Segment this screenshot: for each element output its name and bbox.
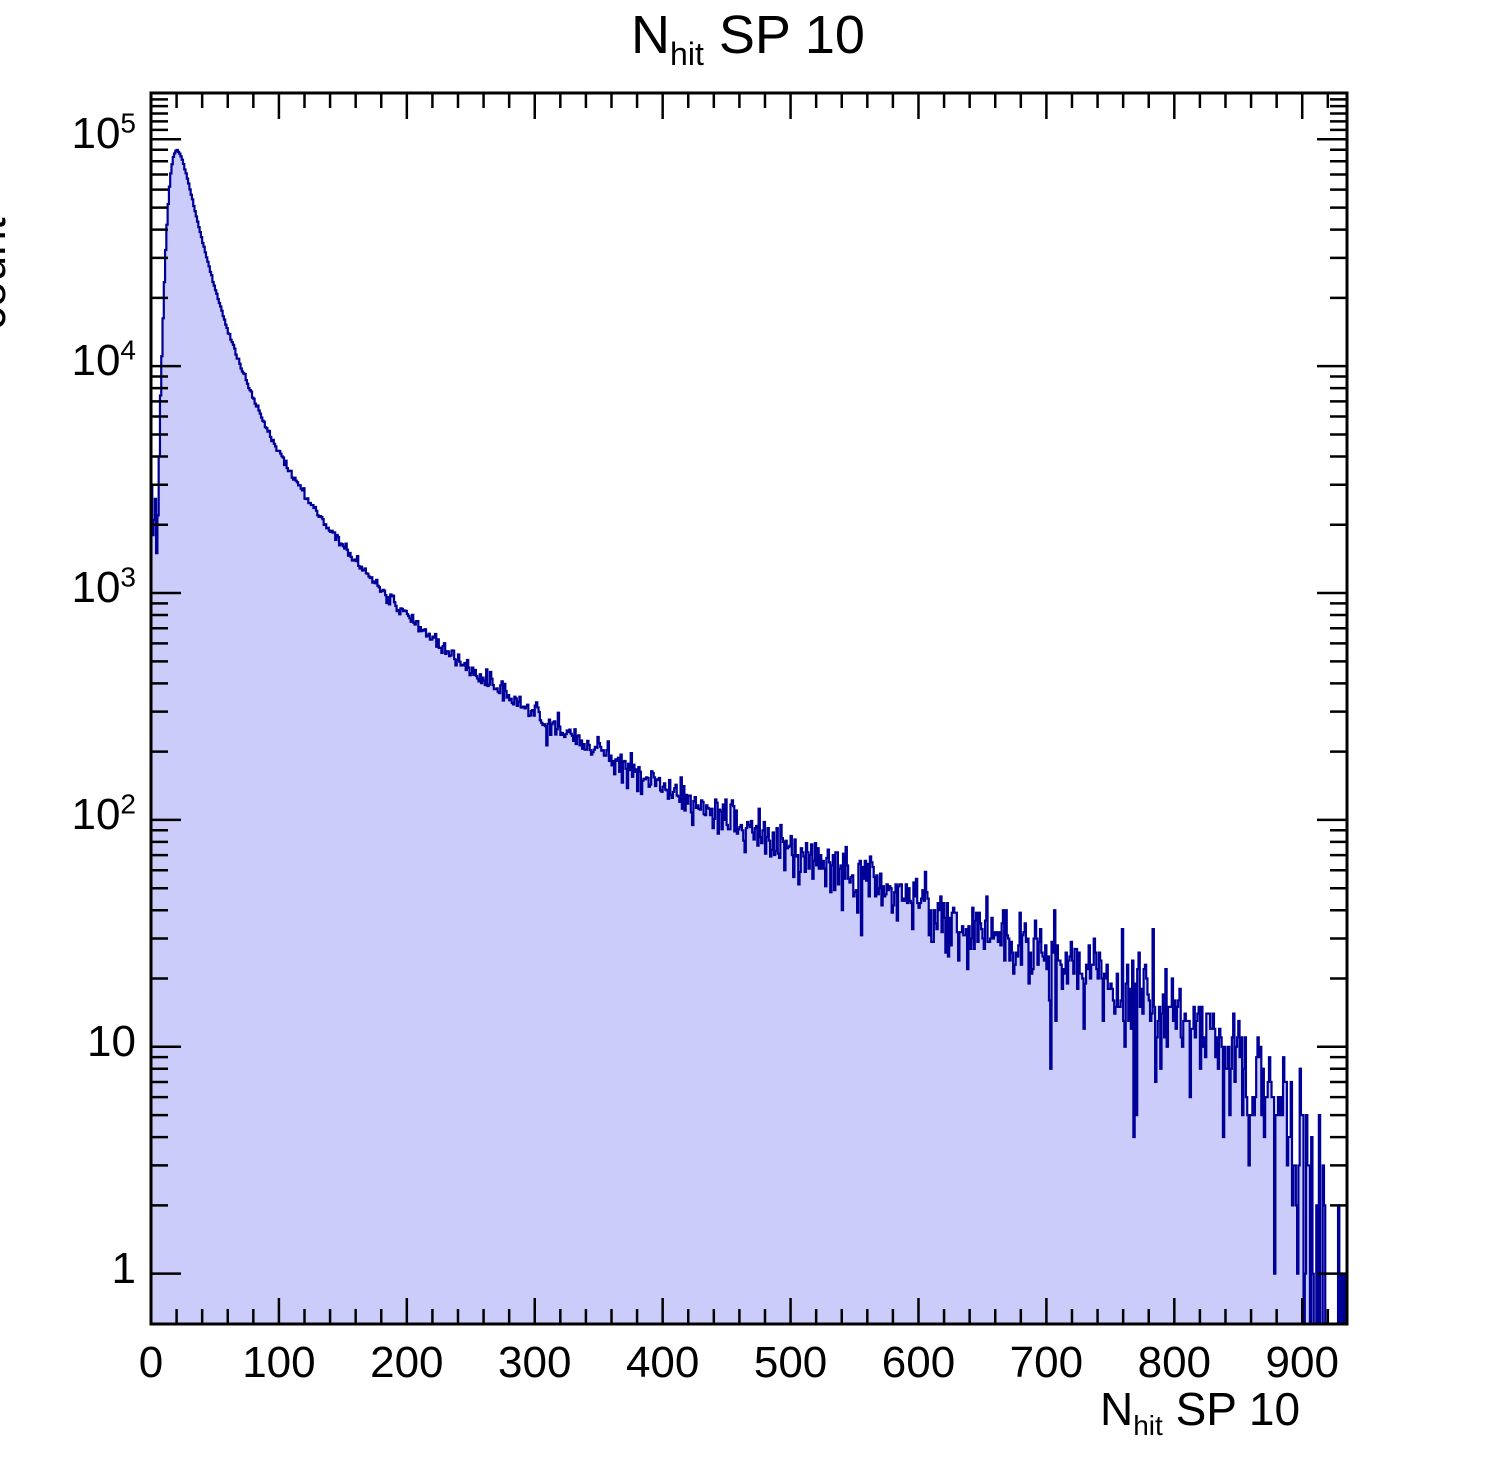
y-tick-label: 1	[111, 1243, 136, 1293]
page-title: Nhit SP 10	[0, 5, 1496, 70]
x-title-subscript: hit	[1133, 1410, 1163, 1442]
x-tick-label: 400	[625, 1338, 700, 1387]
axis-ticks	[149, 93, 1347, 1324]
y-tick-exponent: 3	[120, 561, 136, 593]
y-tick-mantissa: 10	[71, 563, 121, 613]
x-title-suffix: SP 10	[1162, 1383, 1301, 1435]
x-tick-label: 600	[881, 1338, 956, 1387]
y-tick-mantissa: 10	[71, 789, 121, 839]
title-prefix: N	[631, 5, 671, 65]
x-tick-label: 100	[242, 1338, 316, 1387]
y-tick-exponent: 2	[120, 788, 136, 820]
histogram-series	[149, 148, 1347, 1326]
title-suffix: SP 10	[703, 5, 865, 65]
histogram-outline	[149, 148, 1346, 1326]
histogram-fill	[151, 149, 1347, 1325]
y-tick-mantissa: 10	[71, 109, 121, 159]
plot-frame	[149, 91, 1349, 1326]
x-tick-label: 700	[1009, 1338, 1084, 1387]
y-tick-label: 10	[87, 1016, 136, 1066]
title-subscript: hit	[670, 35, 704, 72]
y-tick-label: 105	[0, 109, 136, 159]
y-tick-mantissa: 10	[71, 336, 121, 386]
y-tick-label: 104	[0, 336, 136, 386]
x-tick-label: 900	[1265, 1338, 1339, 1387]
x-tick-label: 500	[753, 1338, 828, 1387]
y-tick-label: 103	[0, 563, 136, 613]
y-tick-label: 102	[0, 790, 136, 840]
y-tick-exponent: 4	[120, 334, 136, 366]
x-title-prefix: N	[1100, 1383, 1134, 1435]
x-tick-label: 800	[1137, 1338, 1212, 1387]
x-tick-label: 200	[370, 1338, 444, 1387]
x-tick-label: 300	[498, 1338, 572, 1387]
x-tick-label: 0	[138, 1338, 164, 1387]
x-axis-title: Nhit SP 10	[1100, 1382, 1301, 1440]
y-tick-exponent: 5	[120, 107, 136, 139]
